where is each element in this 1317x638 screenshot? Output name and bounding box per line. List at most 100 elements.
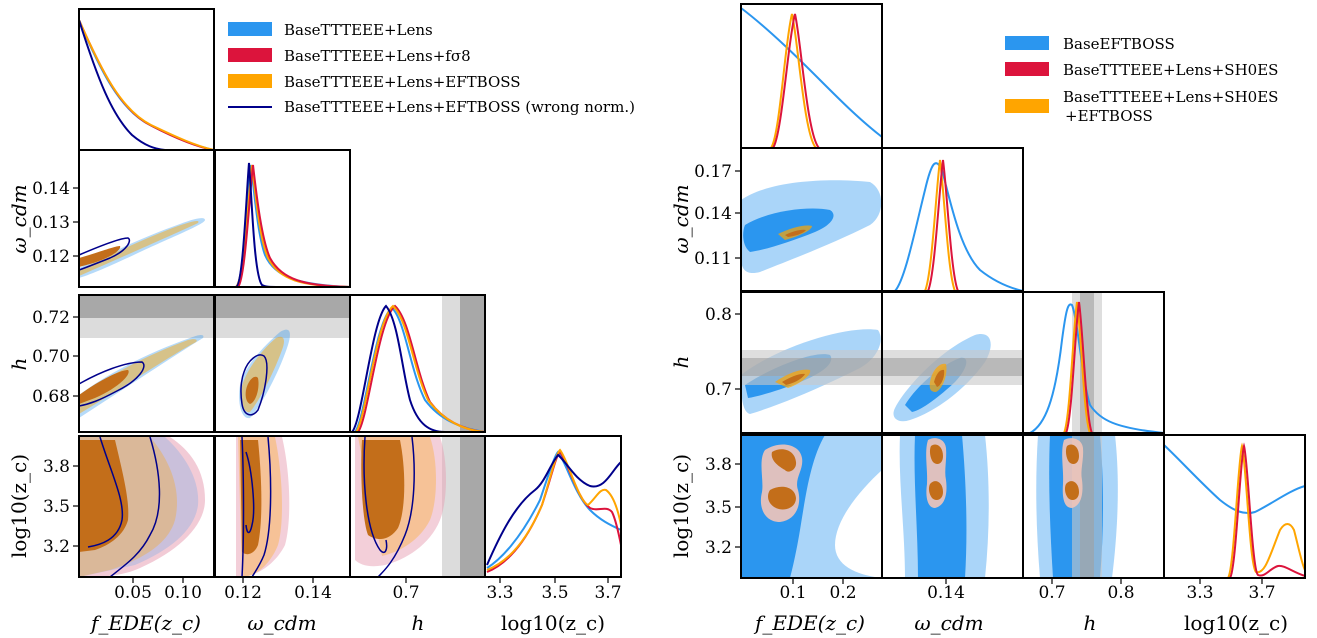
right-legend-swatch-2	[1005, 99, 1049, 113]
right-xlabel-fede: f_EDE(z_c)	[753, 611, 865, 635]
right-omega-vs-fede	[741, 180, 882, 274]
left-zc-vs-h	[355, 436, 485, 577]
right-diag-zc	[1163, 434, 1306, 579]
right-ytick-h-0: 0.7	[705, 380, 732, 400]
left-xtick-zc-1: 3.5	[541, 583, 568, 603]
left-xlabel-h: h	[412, 611, 425, 635]
left-xlabel-fede: f_EDE(z_c)	[89, 611, 201, 635]
left-xtick-fede-1: 0.10	[164, 583, 202, 603]
left-x-ticks: 0.05 0.10 0.12 0.14 0.7 3.3 3.5 3.7	[114, 577, 622, 603]
left-legend: BaseTTTEEE+Lens BaseTTTEEE+Lens+fσ8 Base…	[228, 21, 635, 116]
right-diag-omega	[881, 147, 1024, 292]
right-omega-red-line	[927, 159, 959, 292]
right-ytick-zc-1: 3.5	[705, 498, 732, 518]
right-ytick-omega-1: 0.14	[694, 204, 732, 224]
left-ytick-h-0: 0.68	[32, 387, 70, 407]
right-diag-omega-frame	[881, 147, 1024, 292]
right-legend-label-0: BaseEFTBOSS	[1063, 35, 1175, 53]
right-diag-h	[1022, 291, 1165, 434]
right-zc-vs-omega	[899, 435, 989, 578]
right-zc-h-band-dark	[1080, 435, 1094, 578]
left-h-fede-navy-contour	[79, 361, 145, 407]
left-fede-red-line	[78, 19, 215, 151]
left-ylabel-h: h	[7, 358, 31, 371]
left-omega-fede-navy-contour	[79, 237, 131, 271]
left-diag-omega-frame	[214, 149, 351, 288]
left-xlabel-zc: log10(z_c)	[501, 611, 605, 635]
right-ylabel-zc: log10(z_c)	[669, 454, 693, 558]
left-ytick-zc-2: 3.8	[43, 457, 70, 477]
left-axis-labels: f_EDE(z_c) ω_cdm h log10(z_c) ω_cdm h lo…	[7, 184, 605, 635]
left-diag-zc-frame	[484, 435, 622, 578]
left-legend-label-1: BaseTTTEEE+Lens+fσ8	[284, 47, 471, 65]
left-diag-fede	[78, 8, 215, 151]
right-h-orange-line	[1063, 301, 1091, 434]
left-ylabel-zc: log10(z_c)	[7, 454, 31, 558]
right-fede-blue-line	[740, 7, 883, 138]
right-zc-omega-orange	[928, 444, 943, 500]
left-zc-h-inner	[361, 440, 405, 540]
right-legend-label-2: BaseTTTEEE+Lens+SH0ES	[1063, 88, 1278, 106]
left-xlabel-omega: ω_cdm	[247, 611, 316, 635]
left-zc-omega-navy-contour	[241, 436, 272, 577]
right-ytick-zc-2: 3.8	[705, 455, 732, 475]
right-legend-swatch-0	[1005, 36, 1049, 50]
right-zc-fede-white	[835, 470, 882, 578]
right-y-ticks: 0.11 0.14 0.17 0.7 0.8 3.2 3.5 3.8	[694, 162, 741, 558]
left-xtick-fede-0: 0.05	[114, 583, 152, 603]
left-ytick-omega-0: 0.12	[32, 247, 70, 267]
left-diag-zc	[484, 435, 622, 578]
right-h-band-dark-2	[882, 358, 1023, 376]
left-fede-navy-line	[78, 19, 166, 151]
left-zc-red-line	[486, 450, 622, 573]
left-ytick-h-1: 0.70	[32, 347, 70, 367]
left-fede-blue-line	[78, 19, 215, 151]
right-h-blue-line	[1029, 303, 1165, 434]
left-ytick-h-2: 0.72	[32, 308, 70, 328]
right-diag-fede	[740, 3, 883, 149]
right-zc-vs-h	[1036, 435, 1118, 578]
right-zc-vs-fede	[741, 435, 882, 578]
left-zc-fede-inner	[79, 440, 129, 552]
right-xtick-fede-1: 0.2	[829, 583, 856, 603]
right-omega-fede-inner	[785, 229, 806, 237]
right-ytick-zc-0: 3.2	[705, 538, 732, 558]
right-h-red-line	[1065, 301, 1093, 434]
right-ytick-h-1: 0.8	[705, 305, 732, 325]
left-diag-h	[349, 294, 486, 433]
left-h-band-dark	[79, 296, 214, 318]
right-x-ticks: 0.1 0.2 0.14 0.7 0.8 3.3 3.7	[779, 578, 1276, 603]
left-legend-swatch-2	[228, 74, 272, 88]
right-xlabel-omega: ω_cdm	[914, 611, 983, 635]
right-legend: BaseEFTBOSS BaseTTTEEE+Lens+SH0ES BaseTT…	[1005, 35, 1278, 125]
left-omega-fede-inner	[79, 246, 121, 267]
right-xlabel-h: h	[1084, 611, 1097, 635]
left-legend-label-0: BaseTTTEEE+Lens	[284, 21, 433, 39]
right-zc-fede-orange	[768, 449, 797, 510]
left-ytick-omega-1: 0.13	[32, 213, 70, 233]
left-zc-h-band-dark	[460, 437, 485, 577]
left-diag-h-band-dark	[460, 296, 485, 432]
left-h-navy-line	[351, 304, 446, 433]
left-zc-fede-navy-contour	[87, 436, 161, 577]
right-omega-orange-line	[924, 159, 956, 292]
left-diag-omega	[214, 149, 351, 288]
right-omega-blue-line	[894, 162, 1024, 292]
left-zc-navy-line	[486, 453, 622, 566]
left-h-vs-omega	[215, 296, 350, 419]
left-ytick-omega-2: 0.14	[32, 179, 70, 199]
right-xtick-h-1: 0.8	[1107, 583, 1134, 603]
left-legend-swatch-1	[228, 48, 272, 62]
right-fede-orange-line	[770, 13, 817, 149]
right-xtick-fede-0: 0.1	[779, 583, 806, 603]
left-corner-plot: 0.12 0.13 0.14 0.68 0.70 0.72 3.2 3.5 3.…	[7, 8, 635, 635]
right-xtick-h-0: 0.7	[1038, 583, 1065, 603]
left-h-orange-line	[355, 304, 486, 433]
left-zc-vs-omega	[236, 436, 290, 577]
left-fede-orange-line	[78, 19, 215, 151]
left-ylabel-omega: ω_cdm	[7, 184, 31, 253]
left-h-vs-fede	[79, 296, 214, 418]
left-omega-red-line	[237, 164, 351, 288]
right-h-omega-inner	[934, 369, 945, 387]
